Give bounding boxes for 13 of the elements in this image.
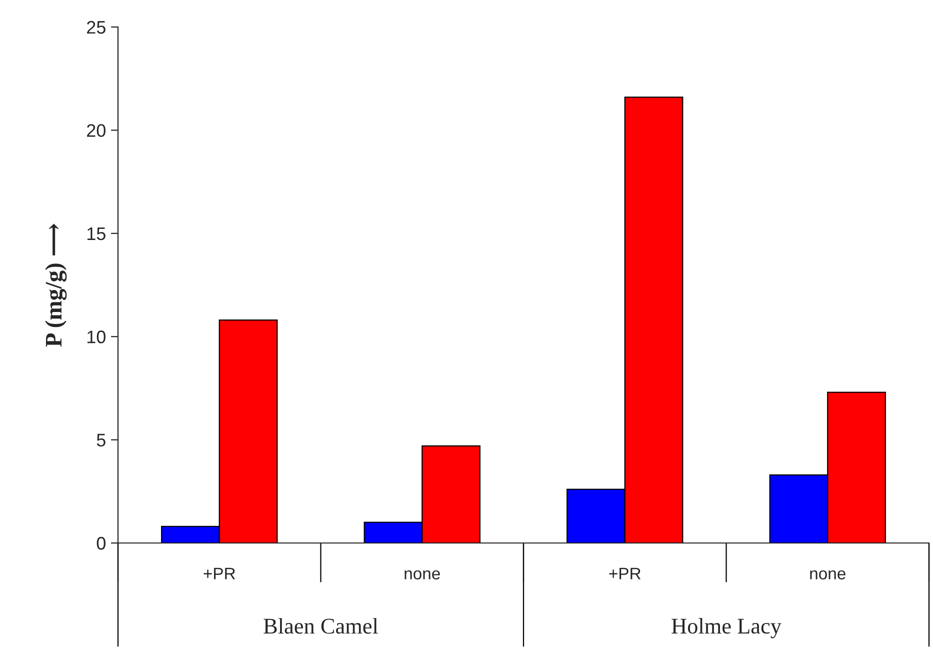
y-tick-label: 0 [96,536,106,550]
y-axis-title: P (mg/g) ⟶ [45,224,67,347]
x-tick-label: +PR [609,568,641,580]
y-tick-label: 15 [87,228,106,240]
y-tick-label: 25 [87,20,106,34]
text: Blaen Camel [264,618,378,634]
y-tick-label: 5 [96,434,106,447]
x-tick-label: none [404,570,440,580]
text: Holme Lacy [672,618,782,638]
y-tick-label: 20 [87,124,106,137]
x-tick-label: +PR [204,568,236,580]
x-tick-label: none [810,570,846,580]
y-tick-label: 10 [87,330,106,344]
